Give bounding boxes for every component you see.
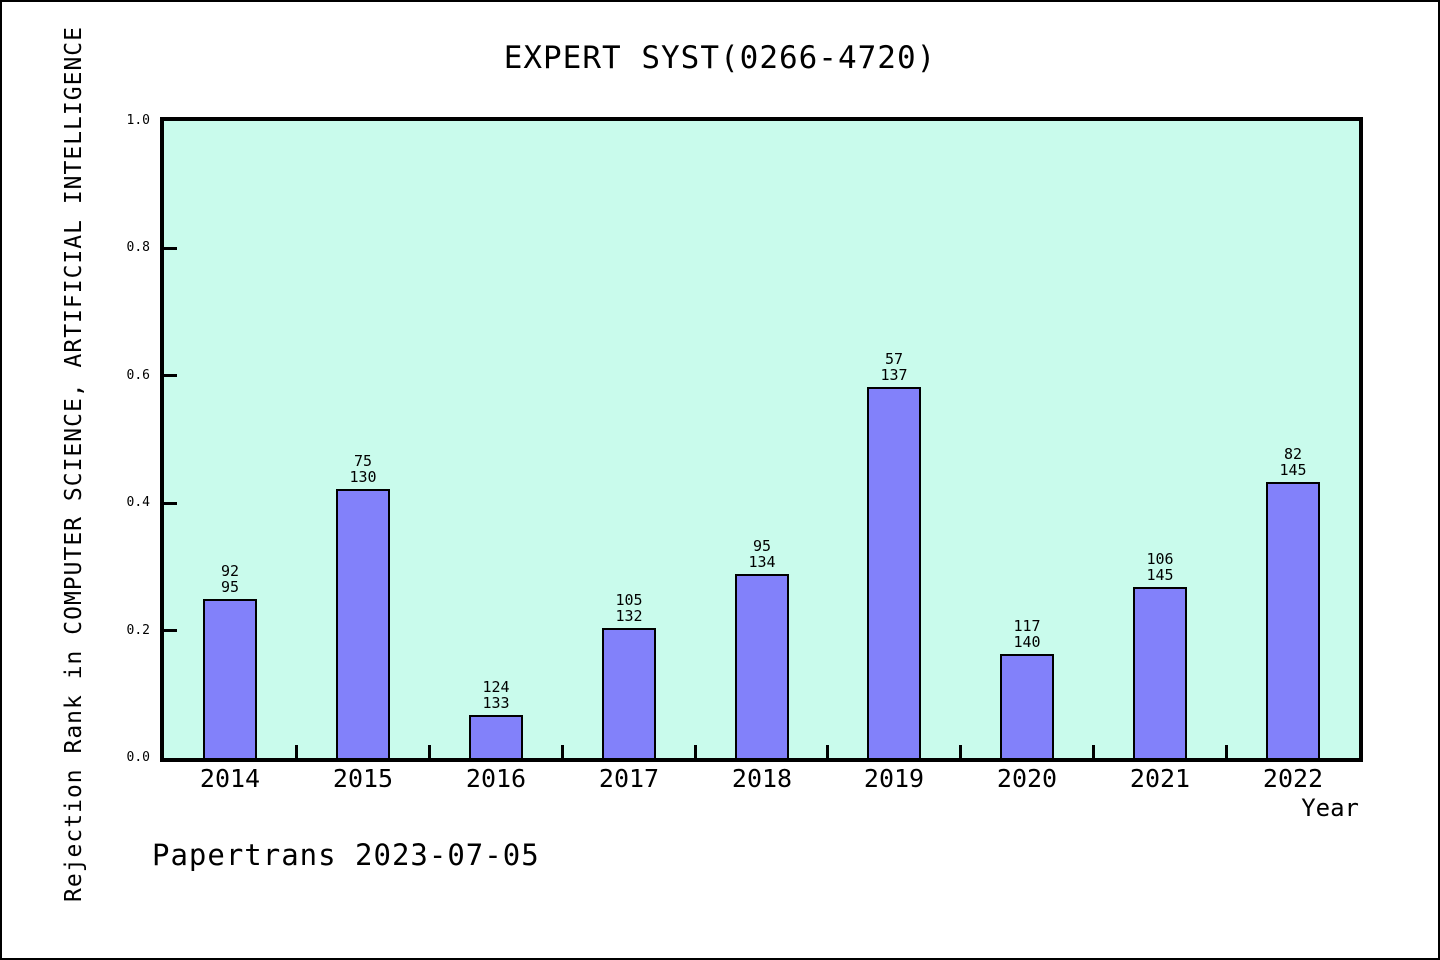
y-tick-label-0.0: 0.0 bbox=[126, 750, 150, 765]
x-tick-mark bbox=[1092, 745, 1095, 758]
x-tick-label-2019: 2019 bbox=[863, 764, 925, 793]
x-tick-label-2016: 2016 bbox=[465, 764, 527, 793]
bar-2015 bbox=[336, 489, 390, 758]
x-tick-mark bbox=[561, 745, 564, 758]
y-tick-mark bbox=[164, 247, 177, 250]
bar-2014 bbox=[203, 599, 257, 758]
bar-value-label-2019: 57 137 bbox=[880, 350, 908, 384]
x-tick-mark bbox=[826, 745, 829, 758]
chart-title: EXPERT SYST(0266-4720) bbox=[503, 40, 937, 76]
bar-value-label-2018: 95 134 bbox=[748, 537, 776, 571]
plot-area: 92 95 75 130 124 133 105 132 95 134 57 137 117… bbox=[160, 117, 1363, 762]
x-axis-title: Year bbox=[1301, 794, 1359, 822]
x-tick-mark bbox=[959, 745, 962, 758]
bar-2017 bbox=[602, 628, 656, 758]
bar-value-label-2021: 106 145 bbox=[1146, 550, 1174, 584]
y-tick-label-0.4: 0.4 bbox=[126, 495, 150, 510]
x-tick-mark bbox=[295, 745, 298, 758]
y-tick-mark bbox=[164, 502, 177, 505]
x-tick-label-2022: 2022 bbox=[1262, 764, 1324, 793]
bar-value-label-2022: 82 145 bbox=[1279, 445, 1307, 479]
bar-2019 bbox=[867, 387, 921, 758]
bar-value-label-2017: 105 132 bbox=[615, 591, 643, 625]
footer-note: Papertrans 2023-07-05 bbox=[152, 838, 540, 872]
y-tick-label-1.0: 1.0 bbox=[126, 113, 150, 128]
bar-2016 bbox=[469, 715, 523, 758]
x-tick-label-2014: 2014 bbox=[199, 764, 261, 793]
y-tick-label-0.8: 0.8 bbox=[126, 240, 150, 255]
x-tick-label-2018: 2018 bbox=[731, 764, 793, 793]
y-tick-label-0.2: 0.2 bbox=[126, 623, 150, 638]
bar-value-label-2016: 124 133 bbox=[482, 678, 510, 712]
x-tick-label-2017: 2017 bbox=[598, 764, 660, 793]
bar-value-label-2020: 117 140 bbox=[1013, 617, 1041, 651]
x-tick-label-2015: 2015 bbox=[332, 764, 394, 793]
x-tick-mark bbox=[428, 745, 431, 758]
y-axis-title: Rejection Rank in COMPUTER SCIENCE, ARTI… bbox=[61, 26, 87, 902]
bar-2022 bbox=[1266, 482, 1320, 758]
plot-inner: 92 95 75 130 124 133 105 132 95 134 57 137 117… bbox=[164, 121, 1359, 758]
bar-2021 bbox=[1133, 587, 1187, 758]
x-tick-label-2020: 2020 bbox=[996, 764, 1058, 793]
bar-value-label-2015: 75 130 bbox=[349, 452, 377, 486]
x-tick-mark bbox=[694, 745, 697, 758]
bar-2018 bbox=[735, 574, 789, 758]
y-tick-mark bbox=[164, 374, 177, 377]
x-tick-mark bbox=[1225, 745, 1228, 758]
y-tick-mark bbox=[164, 629, 177, 632]
bar-value-label-2014: 92 95 bbox=[220, 562, 240, 596]
y-tick-label-0.6: 0.6 bbox=[126, 368, 150, 383]
bar-2020 bbox=[1000, 654, 1054, 758]
x-tick-label-2021: 2021 bbox=[1129, 764, 1191, 793]
